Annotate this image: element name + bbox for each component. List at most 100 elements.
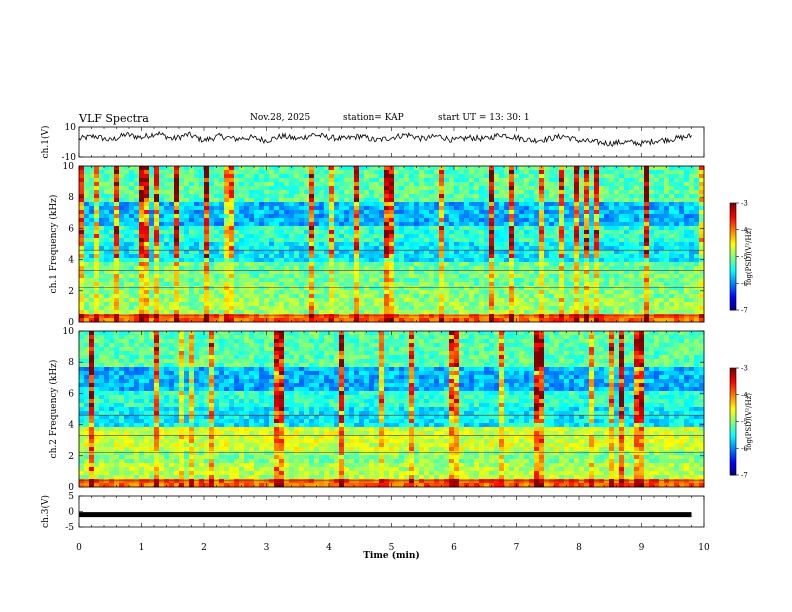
spectrogram-cell	[689, 294, 695, 299]
spectrogram-cell	[494, 190, 500, 195]
spectrogram-cell	[374, 234, 380, 239]
spectrogram-cell	[429, 242, 435, 247]
spectrogram-cell	[534, 234, 540, 239]
spectrogram-cell	[174, 310, 180, 315]
spectrogram-cell	[499, 314, 505, 319]
spectrogram-cell	[629, 290, 635, 295]
spectrogram-cell	[669, 278, 675, 283]
spectrogram-cell	[144, 310, 150, 315]
spectrogram-cell	[164, 290, 170, 295]
spectrogram-cell	[154, 182, 160, 187]
spectrogram-cell	[114, 258, 120, 263]
spectrogram-cell	[509, 194, 515, 199]
spectrogram-cell	[404, 314, 410, 319]
spectrogram-cell	[539, 202, 545, 207]
spectrogram-cell	[374, 178, 380, 183]
spectrogram-cell	[164, 266, 170, 271]
spectrogram-cell	[334, 186, 340, 191]
spectrogram-cell	[314, 290, 320, 295]
spectrogram-cell	[509, 250, 515, 255]
spectrogram-cell	[454, 258, 460, 263]
spectrogram-cell	[434, 250, 440, 255]
spectrogram-cell	[389, 246, 395, 251]
spectrogram-cell	[124, 270, 130, 275]
spectrogram-cell	[314, 246, 320, 251]
spectrogram-cell	[339, 302, 345, 307]
spectrogram-cell	[199, 210, 205, 215]
spectrogram-cell	[689, 302, 695, 307]
spectrogram-cell	[559, 182, 565, 187]
spectrogram-cell	[464, 178, 470, 183]
spectrogram-cell	[564, 262, 570, 267]
spectrogram-cell	[269, 234, 275, 239]
spectrogram-cell	[364, 214, 370, 219]
spectrogram-cell	[474, 246, 480, 251]
spectrogram-cell	[664, 254, 670, 259]
spectrogram-cell	[414, 202, 420, 207]
spectrogram-cell	[694, 186, 700, 191]
spectrogram-cell	[254, 282, 260, 287]
spectrogram-cell	[659, 186, 665, 191]
spectrogram-cell	[354, 246, 360, 251]
spectrogram-cell	[494, 310, 500, 315]
spectrogram-cell	[184, 218, 190, 223]
spectrogram-cell	[204, 166, 210, 171]
spectrogram-cell	[579, 170, 585, 175]
spectrogram-cell	[204, 258, 210, 263]
spectrogram-cell	[439, 166, 445, 171]
spectrogram-cell	[469, 186, 475, 191]
spectrogram-cell	[634, 170, 640, 175]
spectrogram-cell	[554, 166, 560, 171]
spectrogram-cell	[499, 186, 505, 191]
spectrogram-cell	[139, 190, 145, 195]
spectrogram-cell	[344, 278, 350, 283]
spectrogram-cell	[174, 318, 180, 323]
spectrogram-cell	[164, 310, 170, 315]
spectrogram-cell	[459, 206, 465, 211]
spectrogram-cell	[469, 258, 475, 263]
spectrogram-cell	[304, 310, 310, 315]
spectrogram-cell	[494, 318, 500, 323]
spectrogram-cell	[574, 282, 580, 287]
spectrogram-cell	[199, 194, 205, 199]
spectrogram-cell	[529, 242, 535, 247]
spectrogram-cell	[559, 282, 565, 287]
spectrogram-cell	[624, 178, 630, 183]
spectrogram-cell	[354, 186, 360, 191]
spectrogram-cell	[129, 234, 135, 239]
spectrogram-cell	[589, 170, 595, 175]
spectrogram-cell	[674, 302, 680, 307]
spectrogram-cell	[124, 194, 130, 199]
spectrogram-cell	[109, 206, 115, 211]
spectrogram-cell	[179, 306, 185, 311]
spectrogram-cell	[134, 314, 140, 319]
spectrogram-cell	[179, 282, 185, 287]
spectrogram-cell	[384, 306, 390, 311]
spectrogram-cell	[449, 170, 455, 175]
spectrogram-cell	[644, 230, 650, 235]
spectrogram-cell	[239, 314, 245, 319]
spectrogram-cell	[549, 262, 555, 267]
spectrogram-cell	[364, 266, 370, 271]
spectrogram-cell	[339, 190, 345, 195]
spectrogram-cell	[439, 310, 445, 315]
spectrogram-cell	[399, 250, 405, 255]
spectrogram-cell	[529, 166, 535, 171]
spectrogram-cell	[309, 242, 315, 247]
spectrogram-cell	[154, 166, 160, 171]
spectrogram-cell	[504, 246, 510, 251]
spectrogram-cell	[184, 286, 190, 291]
spectrogram-cell	[579, 286, 585, 291]
spectrogram-cell	[364, 202, 370, 207]
spectrogram-cell	[399, 174, 405, 179]
spectrogram-cell	[484, 206, 490, 211]
spectrogram-cell	[419, 198, 425, 203]
spectrogram-cell	[489, 198, 495, 203]
spectrogram-cell	[119, 214, 125, 219]
spectrogram-cell	[149, 318, 155, 323]
spectrogram-cell	[614, 234, 620, 239]
spectrogram-cell	[154, 274, 160, 279]
spectrogram-cell	[499, 278, 505, 283]
spectrogram-cell	[399, 198, 405, 203]
spectrogram-cell	[299, 306, 305, 311]
